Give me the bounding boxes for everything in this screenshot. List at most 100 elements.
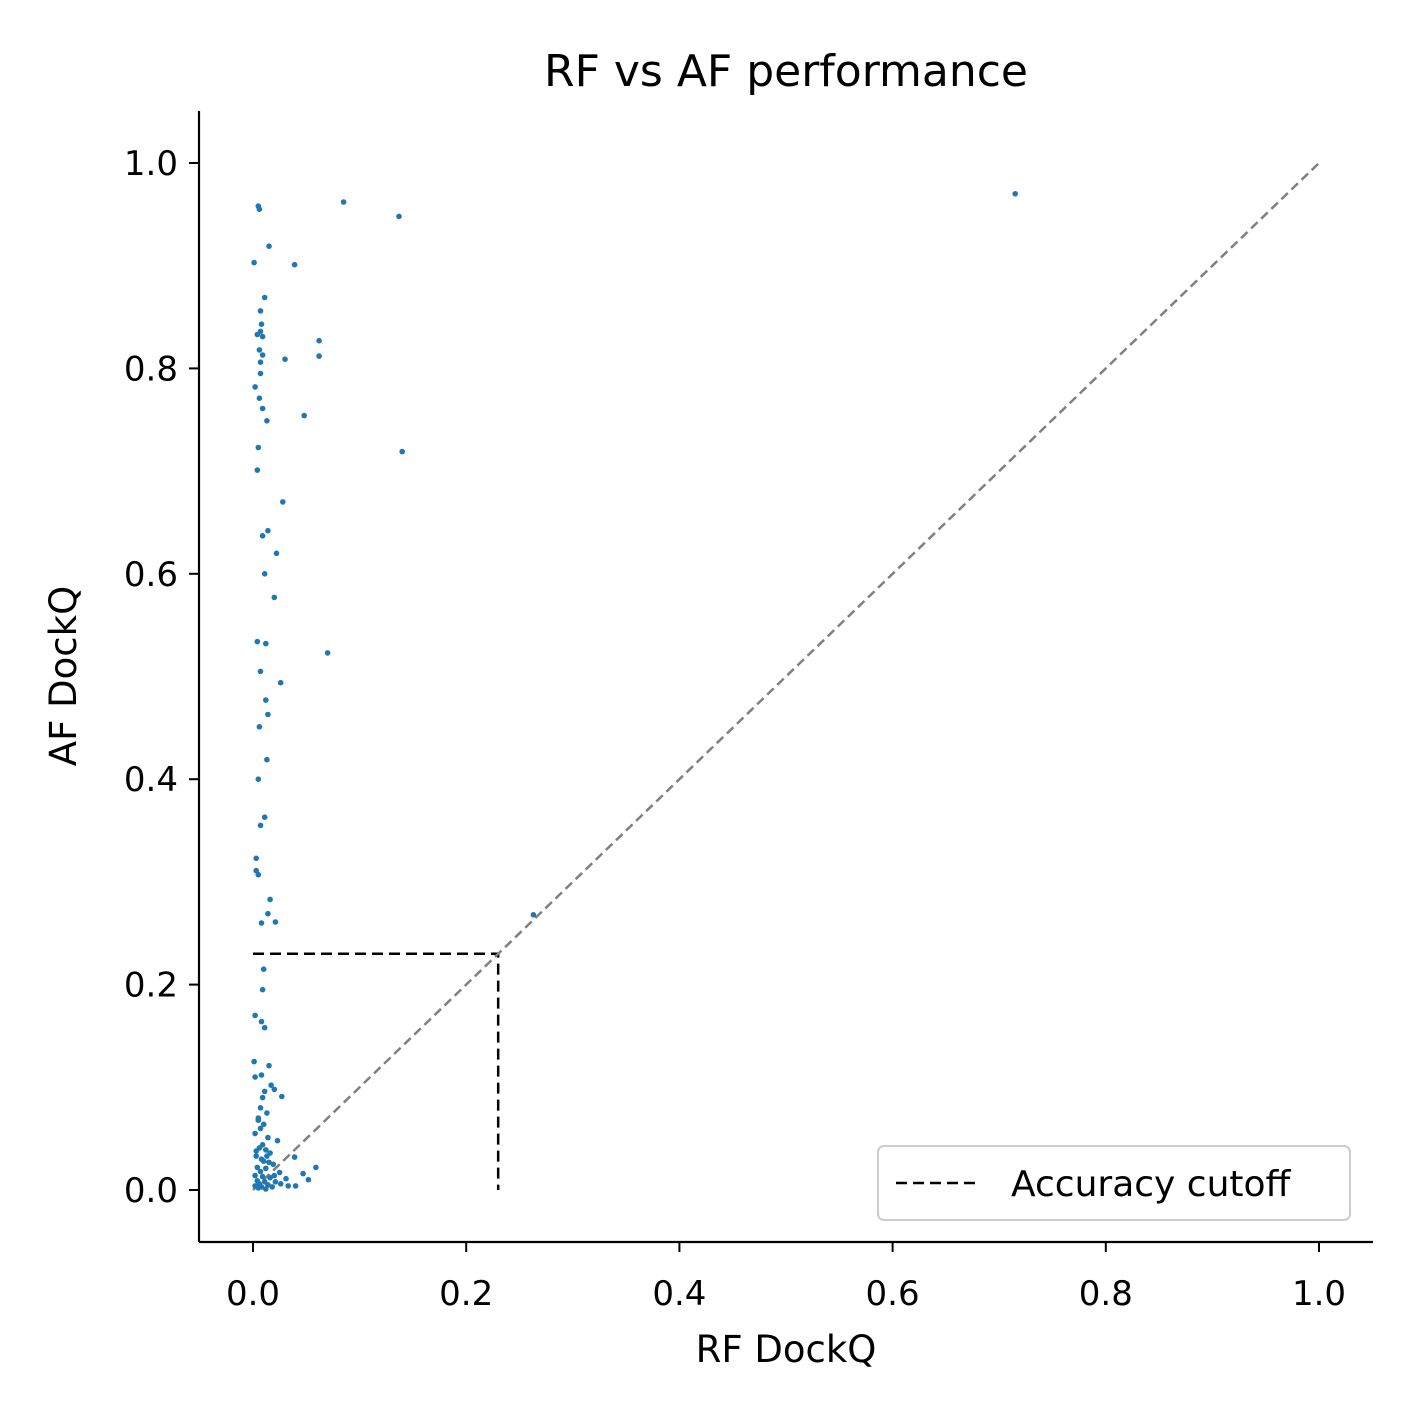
y-tick-label: 0.4	[124, 760, 178, 800]
scatter-point	[270, 1161, 277, 1168]
scatter-point	[260, 1158, 267, 1164]
x-axis-label: RF DockQ	[696, 1328, 877, 1371]
scatter-point	[259, 333, 266, 340]
scatter-point	[300, 1170, 306, 1177]
scatter-point	[396, 213, 402, 220]
scatter-point	[305, 1176, 312, 1183]
scatter-point	[264, 418, 270, 424]
scatter-point	[261, 1088, 268, 1095]
scatter-point	[257, 1168, 264, 1175]
scatter-point	[264, 1110, 270, 1116]
y-tick-label: 0.6	[124, 555, 178, 595]
scatter-point	[271, 1172, 278, 1179]
scatter-point	[292, 1183, 299, 1189]
scatter-point	[269, 1184, 276, 1190]
scatter-point	[264, 756, 270, 763]
scatter-point	[257, 822, 264, 829]
diagonal-reference-line	[252, 162, 1320, 1191]
scatter-point	[271, 594, 278, 601]
scatter-point	[1012, 191, 1018, 197]
scatter-point	[272, 919, 279, 925]
y-tick-label: 0.2	[124, 966, 178, 1006]
scatter-point	[257, 1125, 264, 1132]
scatter-point	[268, 1082, 274, 1088]
scatter-point	[253, 855, 259, 862]
scatter-point	[266, 1159, 272, 1166]
x-tick-label: 0.4	[652, 1274, 706, 1314]
scatter-point	[265, 1134, 271, 1141]
scatter-point	[254, 638, 261, 645]
scatter-point	[530, 912, 537, 918]
scatter-point	[256, 347, 263, 353]
scatter-point	[263, 1147, 269, 1153]
y-tick-label: 1.0	[124, 144, 178, 184]
scatter-point	[282, 356, 288, 363]
scatter-point	[316, 353, 322, 359]
scatter-point	[255, 871, 262, 878]
scatter-point	[291, 1154, 298, 1160]
x-tick-label: 0.8	[1079, 1274, 1133, 1314]
scatter-point	[265, 910, 271, 917]
scatter-point	[254, 331, 261, 338]
scatter-point	[255, 776, 262, 782]
scatter-point	[283, 1175, 289, 1182]
scatter-point	[259, 986, 266, 993]
scatter-point	[276, 1169, 283, 1176]
scatter-point	[252, 384, 258, 390]
y-tick-label: 0.0	[124, 1171, 178, 1211]
scatter-point	[340, 199, 347, 205]
scatter-point	[258, 321, 265, 328]
scatter-point	[259, 1094, 266, 1101]
plot-area	[251, 162, 1320, 1192]
y-tick-label: 0.8	[124, 349, 178, 389]
chart-title: RF vs AF performance	[544, 46, 1028, 97]
scatter-point	[291, 261, 298, 268]
scatter-point	[251, 259, 257, 266]
scatter-point	[316, 337, 322, 344]
x-tick-label: 0.0	[226, 1274, 280, 1314]
scatter-point	[259, 1173, 266, 1180]
x-tick-label: 0.6	[866, 1274, 920, 1314]
scatter-point	[256, 206, 263, 212]
scatter-point	[258, 920, 265, 926]
scatter-point	[260, 1121, 267, 1128]
scatter-point	[277, 679, 284, 686]
scatter-point	[252, 1172, 258, 1179]
scatter-point	[257, 1105, 264, 1111]
scatter-point	[261, 814, 268, 820]
scatter-point	[252, 1012, 258, 1019]
scatter-point	[252, 1130, 258, 1137]
y-axis-ticks: 0.0 0.2 0.4 0.6 0.8 1.0	[124, 144, 199, 1211]
scatter-point	[259, 533, 266, 539]
scatter-point	[267, 896, 273, 903]
scatter-point	[263, 1186, 269, 1192]
scatter-point	[254, 1164, 261, 1171]
scatter-point	[399, 448, 406, 455]
scatter-point	[260, 966, 267, 972]
scatter-point	[254, 467, 261, 473]
scatter-point	[259, 352, 266, 358]
scatter-point	[271, 1086, 278, 1093]
scatter-point	[280, 499, 286, 505]
scatter-point	[257, 370, 264, 377]
scatter-point	[263, 1165, 269, 1172]
scatter-point	[261, 571, 268, 577]
scatter-point	[285, 1183, 292, 1189]
x-tick-label: 1.0	[1292, 1274, 1346, 1314]
scatter-point	[258, 1072, 265, 1078]
scatter-point	[272, 1179, 279, 1185]
scatter-point	[261, 294, 268, 301]
scatter-point	[273, 550, 280, 557]
scatter-point	[301, 412, 308, 419]
scatter-point	[259, 405, 266, 412]
scatter-point	[266, 1062, 272, 1069]
scatter-point	[259, 1142, 266, 1148]
legend: Accuracy cutoff	[877, 1145, 1351, 1221]
scatter-point	[263, 640, 269, 647]
scatter-point	[313, 1164, 319, 1171]
scatter-point	[274, 1137, 281, 1144]
scatter-point	[253, 1148, 259, 1154]
scatter-point	[257, 668, 264, 675]
scatter-point	[324, 650, 331, 656]
